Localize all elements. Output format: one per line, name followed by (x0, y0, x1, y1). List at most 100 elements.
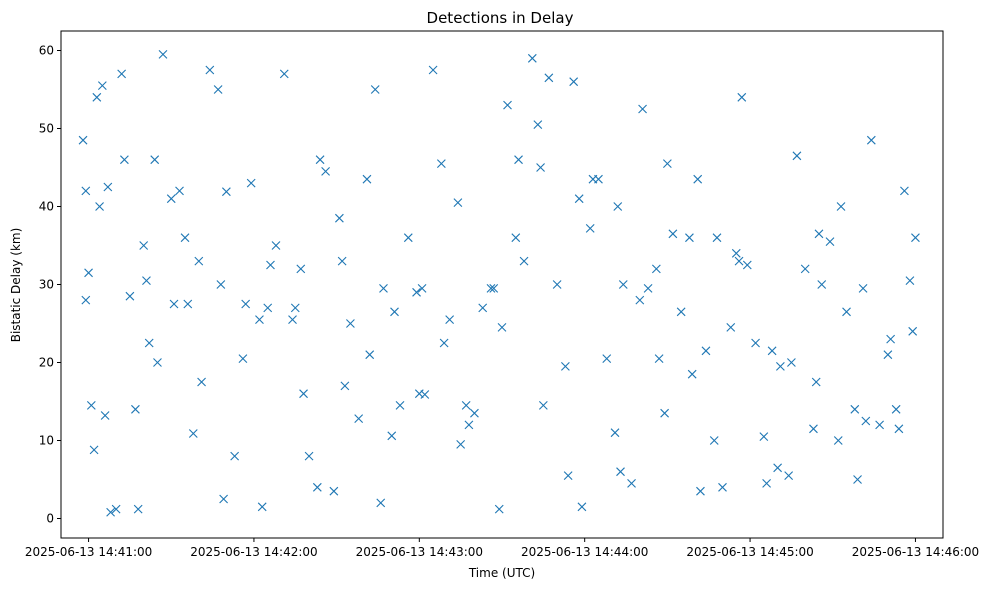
data-point (188, 429, 198, 438)
data-point (263, 303, 273, 313)
data-point (166, 194, 176, 204)
data-point (850, 404, 860, 414)
data-point (836, 202, 846, 211)
data-point (296, 264, 306, 274)
data-point (709, 436, 719, 445)
x-tick-label: 2025-06-13 14:46:00 (852, 545, 979, 559)
data-point (787, 358, 796, 367)
x-tick-label: 2025-06-13 14:42:00 (190, 545, 317, 559)
data-point (494, 504, 504, 514)
data-point (811, 377, 821, 387)
data-point (478, 303, 488, 313)
y-tick-label: 60 (39, 44, 54, 58)
data-point (712, 233, 722, 243)
data-point (660, 408, 670, 418)
data-point (792, 151, 802, 161)
data-point (654, 354, 664, 363)
data-point (230, 451, 240, 461)
data-point (158, 50, 168, 59)
data-point (687, 369, 697, 379)
data-point (387, 431, 397, 441)
data-point (329, 486, 339, 496)
data-point (153, 358, 162, 367)
data-point (89, 445, 99, 455)
data-point (718, 482, 727, 492)
data-point (169, 299, 179, 309)
data-point (299, 389, 308, 399)
data-point (453, 198, 463, 207)
data-point (613, 202, 623, 211)
y-axis: 0 10 20 30 40 50 60 (39, 44, 61, 526)
y-tick-label: 50 (39, 122, 54, 136)
data-point (544, 73, 554, 83)
data-point (858, 284, 868, 293)
data-point (417, 284, 427, 293)
x-tick-label: 2025-06-13 14:43:00 (356, 545, 483, 559)
data-point (561, 362, 570, 371)
data-point (536, 163, 545, 172)
y-tick-label: 0 (46, 512, 54, 526)
data-point (315, 155, 325, 165)
y-tick-label: 10 (39, 434, 54, 448)
data-point (288, 315, 297, 324)
data-point (519, 256, 529, 266)
y-tick-label: 30 (39, 278, 54, 292)
data-point (905, 276, 915, 285)
data-point (883, 350, 893, 360)
data-point (279, 69, 289, 79)
data-point (376, 498, 386, 508)
y-axis-label: Bistatic Delay (km) (9, 228, 23, 343)
data-point (800, 264, 810, 274)
data-point (911, 233, 920, 243)
data-point (618, 280, 628, 289)
data-point (346, 319, 355, 328)
data-point (900, 186, 909, 196)
x-axis: 2025-06-13 14:41:00 2025-06-13 14:42:00 20… (25, 538, 979, 559)
data-point (817, 280, 827, 289)
data-point (354, 414, 364, 424)
data-point (701, 346, 711, 356)
data-point (651, 264, 661, 274)
data-point (97, 81, 107, 90)
data-point (144, 338, 154, 348)
data-point (886, 334, 896, 344)
data-point (365, 350, 375, 360)
data-point (533, 120, 543, 129)
data-point (255, 315, 264, 324)
x-tick-label: 2025-06-13 14:41:00 (25, 545, 152, 559)
data-point (497, 323, 507, 332)
y-tick-label: 20 (39, 356, 54, 370)
data-point (563, 471, 573, 480)
data-point (875, 420, 884, 430)
data-point (445, 315, 455, 324)
data-point (616, 467, 625, 477)
data-point (395, 401, 405, 410)
data-point (751, 338, 760, 348)
data-point (527, 53, 537, 63)
data-point (861, 416, 871, 426)
data-point (81, 186, 91, 196)
data-point (668, 229, 678, 239)
plot-frame (60, 30, 944, 539)
data-points (78, 50, 920, 517)
data-point (334, 213, 344, 223)
data-point (100, 411, 110, 420)
data-point (470, 408, 479, 418)
data-point (321, 167, 330, 176)
data-point (726, 323, 736, 332)
data-point (379, 284, 388, 293)
data-point (120, 155, 129, 165)
data-point (78, 135, 88, 145)
data-point (370, 85, 380, 94)
data-point (131, 404, 140, 414)
data-point (403, 233, 413, 243)
data-point (784, 471, 794, 480)
data-point (759, 432, 769, 441)
data-point (635, 295, 645, 305)
data-point (340, 381, 350, 391)
data-point (833, 436, 843, 445)
data-point (643, 284, 653, 293)
data-point (92, 92, 102, 102)
data-point (696, 486, 705, 496)
data-point (312, 482, 322, 492)
